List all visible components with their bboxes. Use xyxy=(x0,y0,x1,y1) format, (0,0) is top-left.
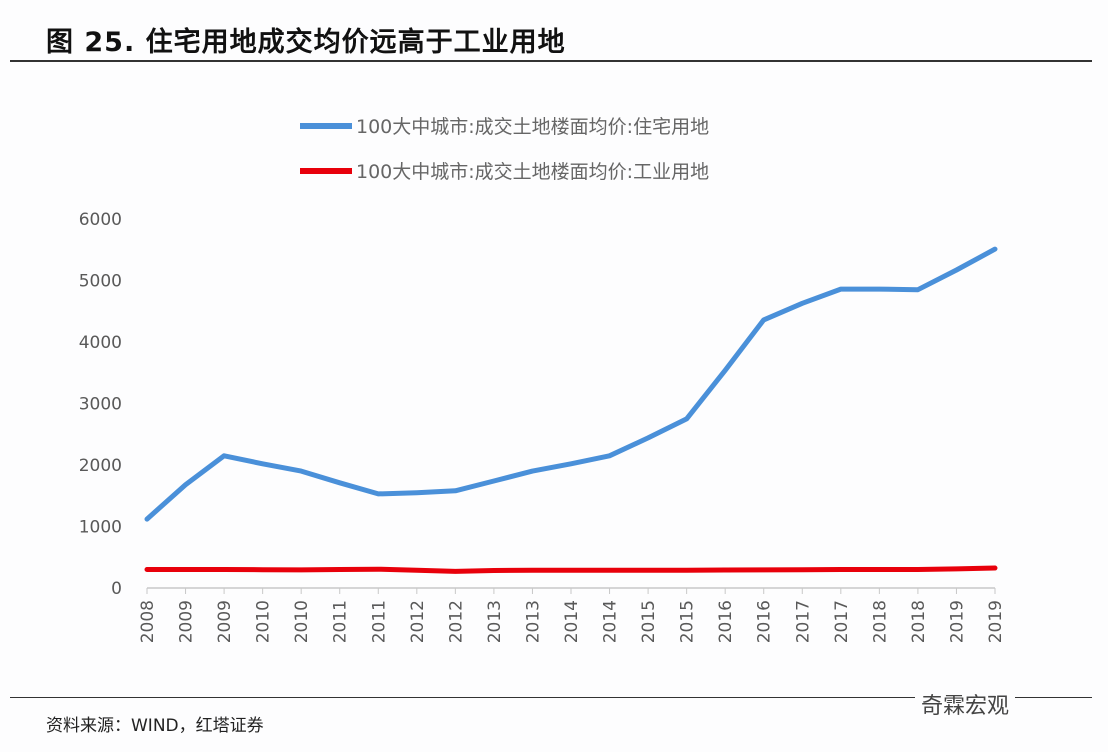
y-tick-label: 5000 xyxy=(79,272,122,292)
x-tick-label: 2014 xyxy=(601,600,621,643)
x-tick-label: 2011 xyxy=(331,600,351,643)
y-tick-label: 4000 xyxy=(79,333,122,353)
x-tick-label: 2016 xyxy=(716,600,736,643)
x-tick-label: 2010 xyxy=(254,600,274,643)
y-tick-label: 2000 xyxy=(79,456,122,476)
x-tick-label: 2017 xyxy=(832,600,852,643)
x-tick-label: 2018 xyxy=(870,600,890,643)
y-tick-label: 3000 xyxy=(79,395,122,415)
x-tick-label: 2011 xyxy=(369,600,389,643)
x-tick-label: 2017 xyxy=(793,600,813,643)
footer-divider xyxy=(10,697,1092,698)
x-tick-label: 2013 xyxy=(485,600,505,643)
watermark: 奇霖宏观 xyxy=(915,688,1016,720)
series-line-1 xyxy=(144,246,998,522)
x-tick-label: 2008 xyxy=(138,600,158,643)
x-tick-label: 2012 xyxy=(446,600,466,643)
x-tick-label: 2019 xyxy=(947,600,967,643)
x-tick-label: 2018 xyxy=(909,600,929,643)
x-tick-label: 2013 xyxy=(523,600,543,643)
x-tick-label: 2015 xyxy=(678,600,698,643)
x-tick-label: 2016 xyxy=(755,600,775,643)
y-tick-label: 6000 xyxy=(79,210,122,230)
x-tick-label: 2012 xyxy=(408,600,428,643)
y-tick-label: 0 xyxy=(111,579,122,599)
series-line-2 xyxy=(144,565,998,574)
legend-label-2: 100大中城市:成交土地楼面均价:工业用地 xyxy=(356,161,709,183)
x-tick-label: 2010 xyxy=(292,600,312,643)
legend-label-1: 100大中城市:成交土地楼面均价:住宅用地 xyxy=(356,116,709,138)
figure-title: 图 25. 住宅用地成交均价远高于工业用地 xyxy=(46,27,566,58)
x-tick-label: 2015 xyxy=(639,600,659,643)
source-note: 资料来源：WIND，红塔证券 xyxy=(46,716,264,736)
title-divider xyxy=(10,60,1092,62)
y-tick-label: 1000 xyxy=(79,518,122,538)
x-tick-label: 2009 xyxy=(177,600,197,643)
x-tick-label: 2009 xyxy=(215,600,235,643)
x-tick-label: 2014 xyxy=(562,600,582,643)
x-tick-label: 2019 xyxy=(986,600,1006,643)
